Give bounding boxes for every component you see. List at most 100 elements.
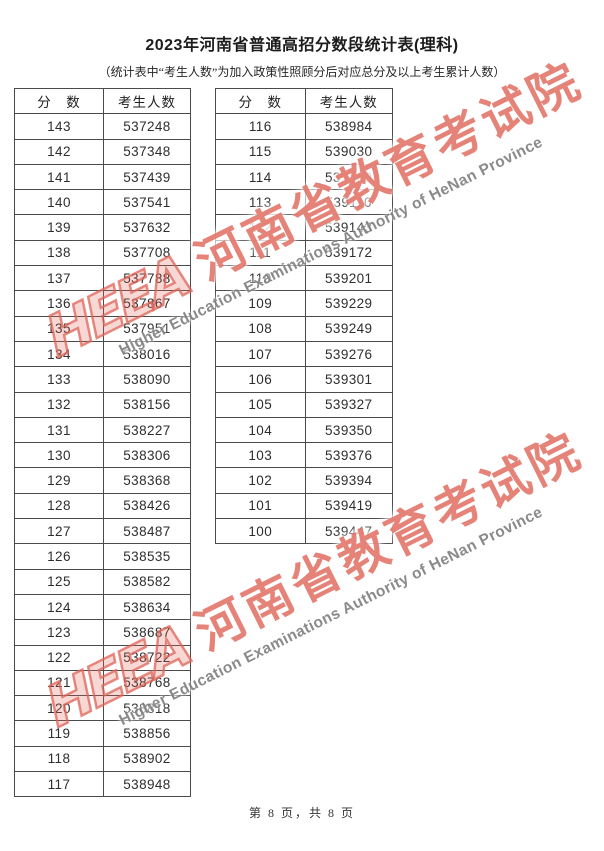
score-cell: 108 xyxy=(215,315,306,342)
score-cell: 109 xyxy=(215,290,306,317)
score-cell: 121 xyxy=(14,669,104,697)
table-row: 130 538306 xyxy=(14,442,191,469)
count-cell: 538535 xyxy=(103,543,191,570)
table-header-row: 分 数 考生人数 xyxy=(215,87,393,115)
count-cell: 538687 xyxy=(103,619,191,646)
table-row: 102 539394 xyxy=(215,467,393,494)
score-cell: 133 xyxy=(14,366,104,393)
count-cell: 538948 xyxy=(103,771,191,798)
score-cell: 115 xyxy=(215,138,306,165)
count-cell: 538722 xyxy=(103,644,191,671)
count-cell: 537951 xyxy=(103,315,191,342)
score-cell: 141 xyxy=(14,163,104,191)
score-cell: 132 xyxy=(14,391,104,418)
score-cell: 126 xyxy=(14,543,104,570)
page-footer: 第 8 页，共 8 页 xyxy=(248,806,355,820)
count-cell: 537708 xyxy=(103,239,191,267)
count-cell: 537541 xyxy=(103,189,191,216)
score-cell: 117 xyxy=(14,771,104,798)
score-column-header: 分 数 xyxy=(14,87,104,115)
count-cell: 538902 xyxy=(103,745,191,773)
table-row: 134 538016 xyxy=(14,340,191,368)
count-cell: 538368 xyxy=(103,467,191,494)
count-cell: 539030 xyxy=(304,138,393,165)
table-row: 136 537867 xyxy=(14,290,191,317)
table-row: 104 539350 xyxy=(215,416,393,444)
count-cell: 538156 xyxy=(103,391,191,418)
score-cell: 136 xyxy=(14,290,104,317)
count-cell: 539249 xyxy=(304,315,393,342)
count-cell: 537439 xyxy=(103,163,191,191)
count-cell: 539394 xyxy=(304,467,393,494)
score-cell: 107 xyxy=(215,340,306,368)
table-row: 114 539069 xyxy=(215,163,393,191)
count-cell: 539201 xyxy=(304,265,393,292)
table-row: 117 538948 xyxy=(14,771,191,798)
score-cell: 131 xyxy=(14,416,104,444)
score-cell: 116 xyxy=(215,113,306,140)
score-cell: 143 xyxy=(14,113,104,140)
count-cell: 538856 xyxy=(103,720,191,747)
count-cell: 539110 xyxy=(304,189,393,216)
count-cell: 539376 xyxy=(304,442,393,469)
count-cell: 537348 xyxy=(103,138,191,165)
count-cell: 538487 xyxy=(103,518,191,545)
table-row: 125 538582 xyxy=(14,568,191,595)
table-row: 142 537348 xyxy=(14,138,191,165)
count-cell: 539447 xyxy=(304,518,393,545)
score-cell: 130 xyxy=(14,442,104,469)
table-row: 135 537951 xyxy=(14,315,191,342)
page-subtitle: （统计表中“考生人数”为加入政策性照顾分后对应总分及以上考生累计人数） xyxy=(98,65,506,79)
table-row: 106 539301 xyxy=(215,366,393,393)
score-cell: 123 xyxy=(14,619,104,646)
table-row: 141 537439 xyxy=(14,163,191,191)
table-row: 108 539249 xyxy=(215,315,393,342)
count-cell: 537867 xyxy=(103,290,191,317)
table-row: 137 537788 xyxy=(14,265,191,292)
table-row: 105 539327 xyxy=(215,391,393,418)
table-row: 122 538722 xyxy=(14,644,191,671)
count-cell: 538426 xyxy=(103,492,191,520)
table-row: 116 538984 xyxy=(215,113,393,140)
table-row: 138 537708 xyxy=(14,239,191,267)
page-title: 2023年河南省普通高招分数段统计表(理科) xyxy=(145,37,459,54)
score-cell: 104 xyxy=(215,416,306,444)
score-cell: 106 xyxy=(215,366,306,393)
score-cell: 119 xyxy=(14,720,104,747)
table-row: 140 537541 xyxy=(14,189,191,216)
score-column-header: 分 数 xyxy=(215,87,306,115)
count-cell: 539301 xyxy=(304,366,393,393)
score-cell: 122 xyxy=(14,644,104,671)
table-row: 139 537632 xyxy=(14,214,191,241)
score-cell: 118 xyxy=(14,745,104,773)
score-cell: 101 xyxy=(215,492,306,520)
count-cell: 539419 xyxy=(304,492,393,520)
count-cell: 539327 xyxy=(304,391,393,418)
score-cell: 125 xyxy=(14,568,104,595)
count-cell: 537248 xyxy=(103,113,191,140)
count-cell: 539276 xyxy=(304,340,393,368)
count-cell: 539229 xyxy=(304,290,393,317)
score-cell: 142 xyxy=(14,138,104,165)
table-row: 111 539172 xyxy=(215,239,393,267)
table-row: 131 538227 xyxy=(14,416,191,444)
table-row: 120 538818 xyxy=(14,695,191,722)
score-cell: 139 xyxy=(14,214,104,241)
table-row: 103 539376 xyxy=(215,442,393,469)
score-table-left: 分 数 考生人数 143 537248 142 537348 141 537439 140 5… xyxy=(14,87,191,798)
score-cell: 111 xyxy=(215,239,306,267)
count-cell: 538306 xyxy=(103,442,191,469)
count-cell: 537788 xyxy=(103,265,191,292)
score-cell: 113 xyxy=(215,189,306,216)
table-row: 107 539276 xyxy=(215,340,393,368)
count-cell: 538227 xyxy=(103,416,191,444)
table-row: 129 538368 xyxy=(14,467,191,494)
count-cell: 539172 xyxy=(304,239,393,267)
table-row: 121 538768 xyxy=(14,669,191,697)
count-cell: 538016 xyxy=(103,340,191,368)
count-cell: 538634 xyxy=(103,593,191,621)
score-cell: 138 xyxy=(14,239,104,267)
table-row: 132 538156 xyxy=(14,391,191,418)
table-row: 126 538535 xyxy=(14,543,191,570)
score-cell: 134 xyxy=(14,340,104,368)
